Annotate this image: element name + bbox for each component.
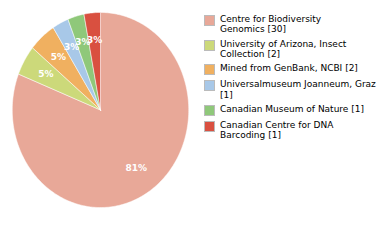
svg-text:81%: 81% [125,163,147,173]
svg-text:3%: 3% [64,42,80,53]
svg-text:5%: 5% [38,69,53,79]
html-text:University of Arizona, Insect: University of Arizona, Insect Collection… [220,38,347,59]
svg-text:3%: 3% [87,35,102,45]
html-text:Canadian Museum of Nature [1]: Canadian Museum of Nature [1] [220,104,364,115]
html-text:Canadian Centre for DNA Barcod: Canadian Centre for DNA Barcoding [1] [220,120,334,141]
html-text:Universalmuseum Joanneum, Graz: Universalmuseum Joanneum, Graz [1] [220,79,376,100]
html-text:Centre for Biodiversity Genomi: Centre for Biodiversity Genomics [30] [220,14,322,35]
svg-text:5%: 5% [51,52,66,62]
html-text:Mined from GenBank, NCBI [2]: Mined from GenBank, NCBI [2] [220,63,358,74]
svg-text:3%: 3% [75,37,91,48]
